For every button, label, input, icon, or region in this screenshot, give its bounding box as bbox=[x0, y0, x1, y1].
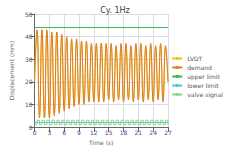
svg-text:21: 21 bbox=[135, 129, 143, 136]
svg-text:18: 18 bbox=[120, 129, 128, 136]
svg-text:10: 10 bbox=[25, 101, 33, 108]
svg-text:12: 12 bbox=[90, 129, 98, 136]
svg-text:0: 0 bbox=[28, 123, 33, 131]
svg-text:Cy. 1Hz: Cy. 1Hz bbox=[100, 6, 130, 15]
svg-text:20: 20 bbox=[25, 78, 33, 85]
svg-text:LVDT: LVDT bbox=[187, 55, 202, 62]
svg-text:27: 27 bbox=[164, 129, 172, 136]
svg-text:15: 15 bbox=[105, 129, 113, 136]
svg-text:upper limit: upper limit bbox=[187, 73, 220, 81]
svg-text:valve signal: valve signal bbox=[187, 91, 223, 99]
svg-text:40: 40 bbox=[25, 33, 33, 40]
svg-text:30: 30 bbox=[25, 56, 33, 63]
svg-text:24: 24 bbox=[149, 129, 157, 136]
svg-text:lower limit: lower limit bbox=[187, 82, 219, 89]
svg-text:50: 50 bbox=[25, 11, 33, 18]
svg-text:Time (s): Time (s) bbox=[88, 139, 113, 146]
svg-text:6: 6 bbox=[62, 129, 66, 136]
svg-text:3: 3 bbox=[47, 129, 51, 136]
svg-text:demand: demand bbox=[187, 64, 212, 71]
svg-text:0: 0 bbox=[33, 129, 37, 136]
svg-text:9: 9 bbox=[77, 129, 81, 136]
svg-text:Displacement (mm): Displacement (mm) bbox=[8, 41, 16, 101]
